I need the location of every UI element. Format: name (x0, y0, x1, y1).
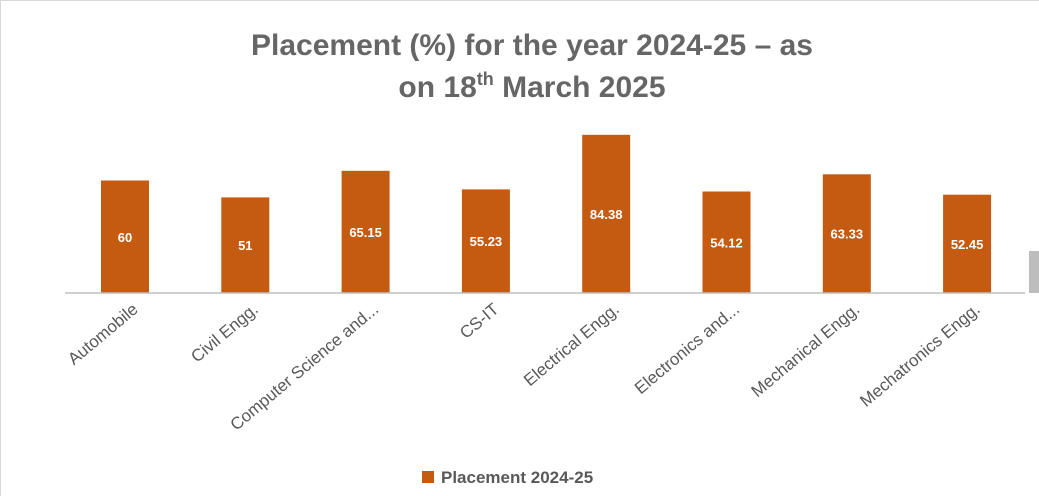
legend: Placement 2024-25 (422, 468, 593, 487)
bar-6 (702, 191, 751, 293)
x-tick-label-4: CS-IT (456, 300, 502, 343)
data-label-7: 63.33 (831, 227, 864, 242)
legend-label: Placement 2024-25 (441, 468, 593, 487)
x-tick-label-8: Mechatronics Engg. (856, 300, 983, 411)
title-date-suffix: March 2025 (494, 71, 666, 104)
edge-shadow (1029, 251, 1039, 293)
data-label-8: 52.45 (951, 237, 984, 252)
x-tick-label-7: Mechanical Engg. (748, 300, 864, 401)
bar-group: 60 51 65.15 55.23 84.38 54.12 63.33 52.45 (101, 134, 992, 293)
x-tick-label-2: Civil Engg. (187, 300, 261, 367)
bar-2 (221, 197, 270, 293)
data-label-2: 51 (238, 238, 252, 253)
title-date-prefix: on 18 (398, 71, 476, 104)
data-label-3: 65.15 (349, 225, 382, 240)
bar-1 (101, 180, 149, 293)
data-label-6: 54.12 (710, 235, 743, 250)
x-tick-labels: Automobile Civil Engg.Computer Science an… (64, 300, 983, 435)
legend-swatch (422, 471, 434, 483)
chart-title: Placement (%) for the year 2024-25 – as … (251, 29, 813, 104)
x-tick-label-6: Electronics and... (631, 300, 743, 398)
chart-title-line-2: on 18th March 2025 (398, 69, 665, 104)
bar-8 (943, 194, 992, 293)
bar-3 (341, 170, 390, 293)
chart-title-line-1: Placement (%) for the year 2024-25 – as (251, 29, 813, 62)
data-label-4: 55.23 (470, 234, 503, 249)
bar-4 (461, 189, 510, 293)
data-label-1: 60 (118, 230, 132, 245)
title-date-superscript: th (477, 69, 494, 89)
x-tick-label-5: Electrical Engg. (520, 300, 623, 390)
bar-7 (822, 174, 871, 293)
bar-5 (582, 134, 631, 293)
x-tick-label-1: Automobile (64, 300, 141, 369)
data-label-5: 84.38 (590, 207, 623, 222)
